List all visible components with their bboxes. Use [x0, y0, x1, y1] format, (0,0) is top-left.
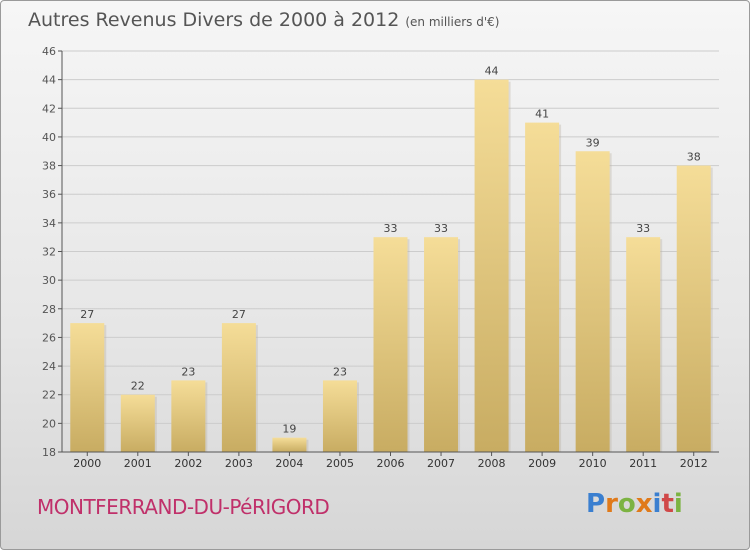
bars: 27 22 23 27 19 23 33 33 44 41 39 33 38 — [70, 65, 713, 453]
bar-value-label: 23 — [333, 365, 347, 378]
y-tick-label: 44 — [42, 74, 56, 87]
bar-value-label: 33 — [636, 222, 650, 235]
chart-title: Autres Revenus Divers de 2000 à 2012 (en … — [28, 9, 499, 31]
chart-title-text: Autres Revenus Divers de 2000 à 2012 — [28, 9, 400, 31]
y-tick-label: 36 — [42, 188, 56, 201]
logo-letter: i — [652, 489, 662, 519]
y-tick-label: 28 — [42, 303, 56, 316]
x-tick-label: 2007 — [427, 457, 455, 470]
bar — [424, 237, 459, 452]
axes: 18 20 22 24 26 28 30 32 34 36 38 40 42 44 46 2000 2001 20… — [42, 45, 719, 470]
y-tick-label: 46 — [42, 45, 56, 58]
logo-letter: P — [586, 489, 606, 519]
bar-value-label: 39 — [586, 136, 600, 149]
y-tick-label: 30 — [42, 274, 56, 287]
logo-letter: o — [617, 489, 636, 519]
bar-value-label: 41 — [535, 108, 549, 121]
bar — [120, 394, 155, 452]
x-tick-label: 2011 — [629, 457, 657, 470]
logo-letter: x — [635, 489, 653, 519]
y-tick-label: 18 — [42, 446, 56, 459]
logo-letter: r — [605, 489, 618, 519]
x-tick-label: 2002 — [174, 457, 202, 470]
bar — [474, 79, 509, 453]
y-tick-label: 34 — [42, 217, 56, 230]
bar — [373, 237, 408, 452]
bar — [70, 323, 105, 452]
y-tick-label: 20 — [42, 417, 56, 430]
bar-value-label: 27 — [80, 308, 94, 321]
x-tick-label: 2012 — [680, 457, 708, 470]
x-tick-label: 2010 — [579, 457, 607, 470]
x-tick-label: 2005 — [326, 457, 354, 470]
bar-value-label: 23 — [181, 365, 195, 378]
bar — [676, 165, 711, 453]
bar — [626, 237, 661, 452]
x-tick-label: 2009 — [528, 457, 556, 470]
x-tick-label: 2006 — [377, 457, 405, 470]
x-tick-label: 2004 — [275, 457, 303, 470]
bar — [221, 323, 256, 452]
bar-value-label: 22 — [131, 380, 145, 393]
proxiti-logo: Proxiti — [586, 489, 683, 519]
bar-value-label: 33 — [384, 222, 398, 235]
logo-letter: t — [661, 489, 674, 519]
y-tick-label: 22 — [42, 389, 56, 402]
chart-unit-note: (en milliers d'€) — [405, 15, 500, 29]
x-tick-label: 2003 — [225, 457, 253, 470]
logo-letter: i — [673, 489, 683, 519]
y-tick-label: 26 — [42, 331, 56, 344]
x-tick-label: 2000 — [73, 457, 101, 470]
x-tick-label: 2001 — [124, 457, 152, 470]
bar-value-label: 27 — [232, 308, 246, 321]
bar — [525, 122, 560, 452]
bar — [272, 437, 307, 452]
y-tick-label: 32 — [42, 246, 56, 259]
y-tick-label: 40 — [42, 131, 56, 144]
bar — [322, 380, 357, 452]
bar-value-label: 38 — [687, 151, 701, 164]
commune-name: MONTFERRAND-DU-PéRIGORD — [37, 495, 330, 519]
x-tick-label: 2008 — [478, 457, 506, 470]
y-tick-label: 42 — [42, 102, 56, 115]
bar-value-label: 44 — [485, 65, 499, 78]
bar — [171, 380, 206, 452]
y-tick-label: 24 — [42, 360, 56, 373]
bar — [575, 151, 610, 452]
bar-value-label: 19 — [282, 423, 296, 436]
y-tick-label: 38 — [42, 160, 56, 173]
bar-value-label: 33 — [434, 222, 448, 235]
